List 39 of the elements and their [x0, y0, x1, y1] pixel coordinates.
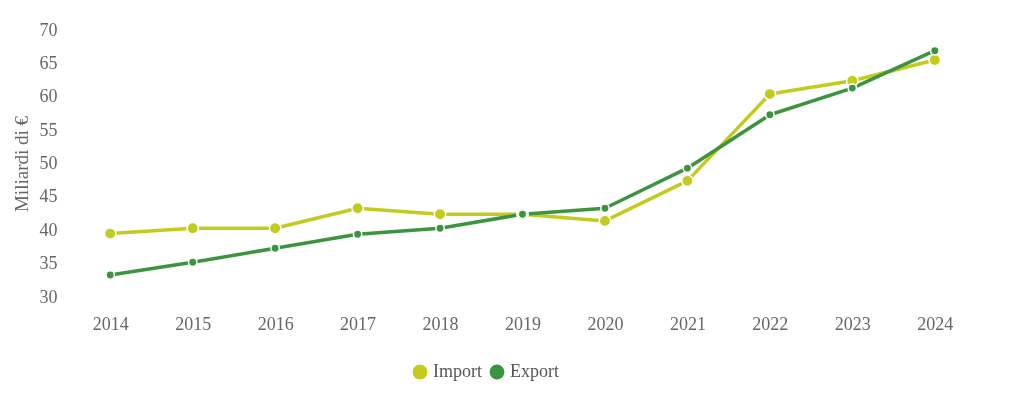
y-tick-label: 45 [39, 186, 58, 207]
point [847, 83, 858, 93]
point [351, 201, 365, 215]
y-tick-label: 50 [39, 153, 58, 173]
y-tick-label: 40 [39, 219, 58, 240]
point [600, 203, 610, 214]
point [105, 270, 116, 280]
legend-label: Import [433, 361, 482, 381]
x-tick-label: 2015 [175, 313, 212, 334]
point [270, 243, 281, 254]
x-tick-label: 2014 [92, 313, 129, 334]
point [268, 221, 282, 235]
x-tick-label: 2021 [669, 313, 706, 334]
y-tick-label: 30 [39, 286, 58, 307]
y-tick-label: 55 [39, 119, 58, 140]
point [435, 223, 445, 234]
x-tick-label: 2018 [422, 313, 459, 334]
point [186, 221, 200, 235]
x-tick-label: 2016 [257, 313, 294, 334]
x-tick-label: 2022 [752, 313, 789, 334]
x-tick-label: 2017 [340, 313, 377, 334]
point [680, 174, 694, 188]
point [763, 87, 777, 101]
y-tick-label: 65 [39, 52, 58, 73]
x-tick-label: 2023 [834, 313, 871, 334]
point [187, 257, 198, 268]
point [682, 163, 693, 174]
y-axis-title: Miliardi di € [10, 115, 32, 213]
x-tick-label: 2024 [917, 313, 954, 334]
y-tick-label: 35 [39, 253, 58, 274]
point [928, 53, 942, 67]
legend-label: Export [510, 361, 559, 381]
point [598, 214, 612, 228]
x-tick-label: 2020 [587, 313, 624, 334]
point [103, 227, 117, 241]
x-tick-label: 2019 [505, 313, 541, 334]
y-tick-label: 70 [39, 19, 58, 40]
point [433, 207, 447, 221]
y-tick-label: 60 [39, 86, 58, 107]
